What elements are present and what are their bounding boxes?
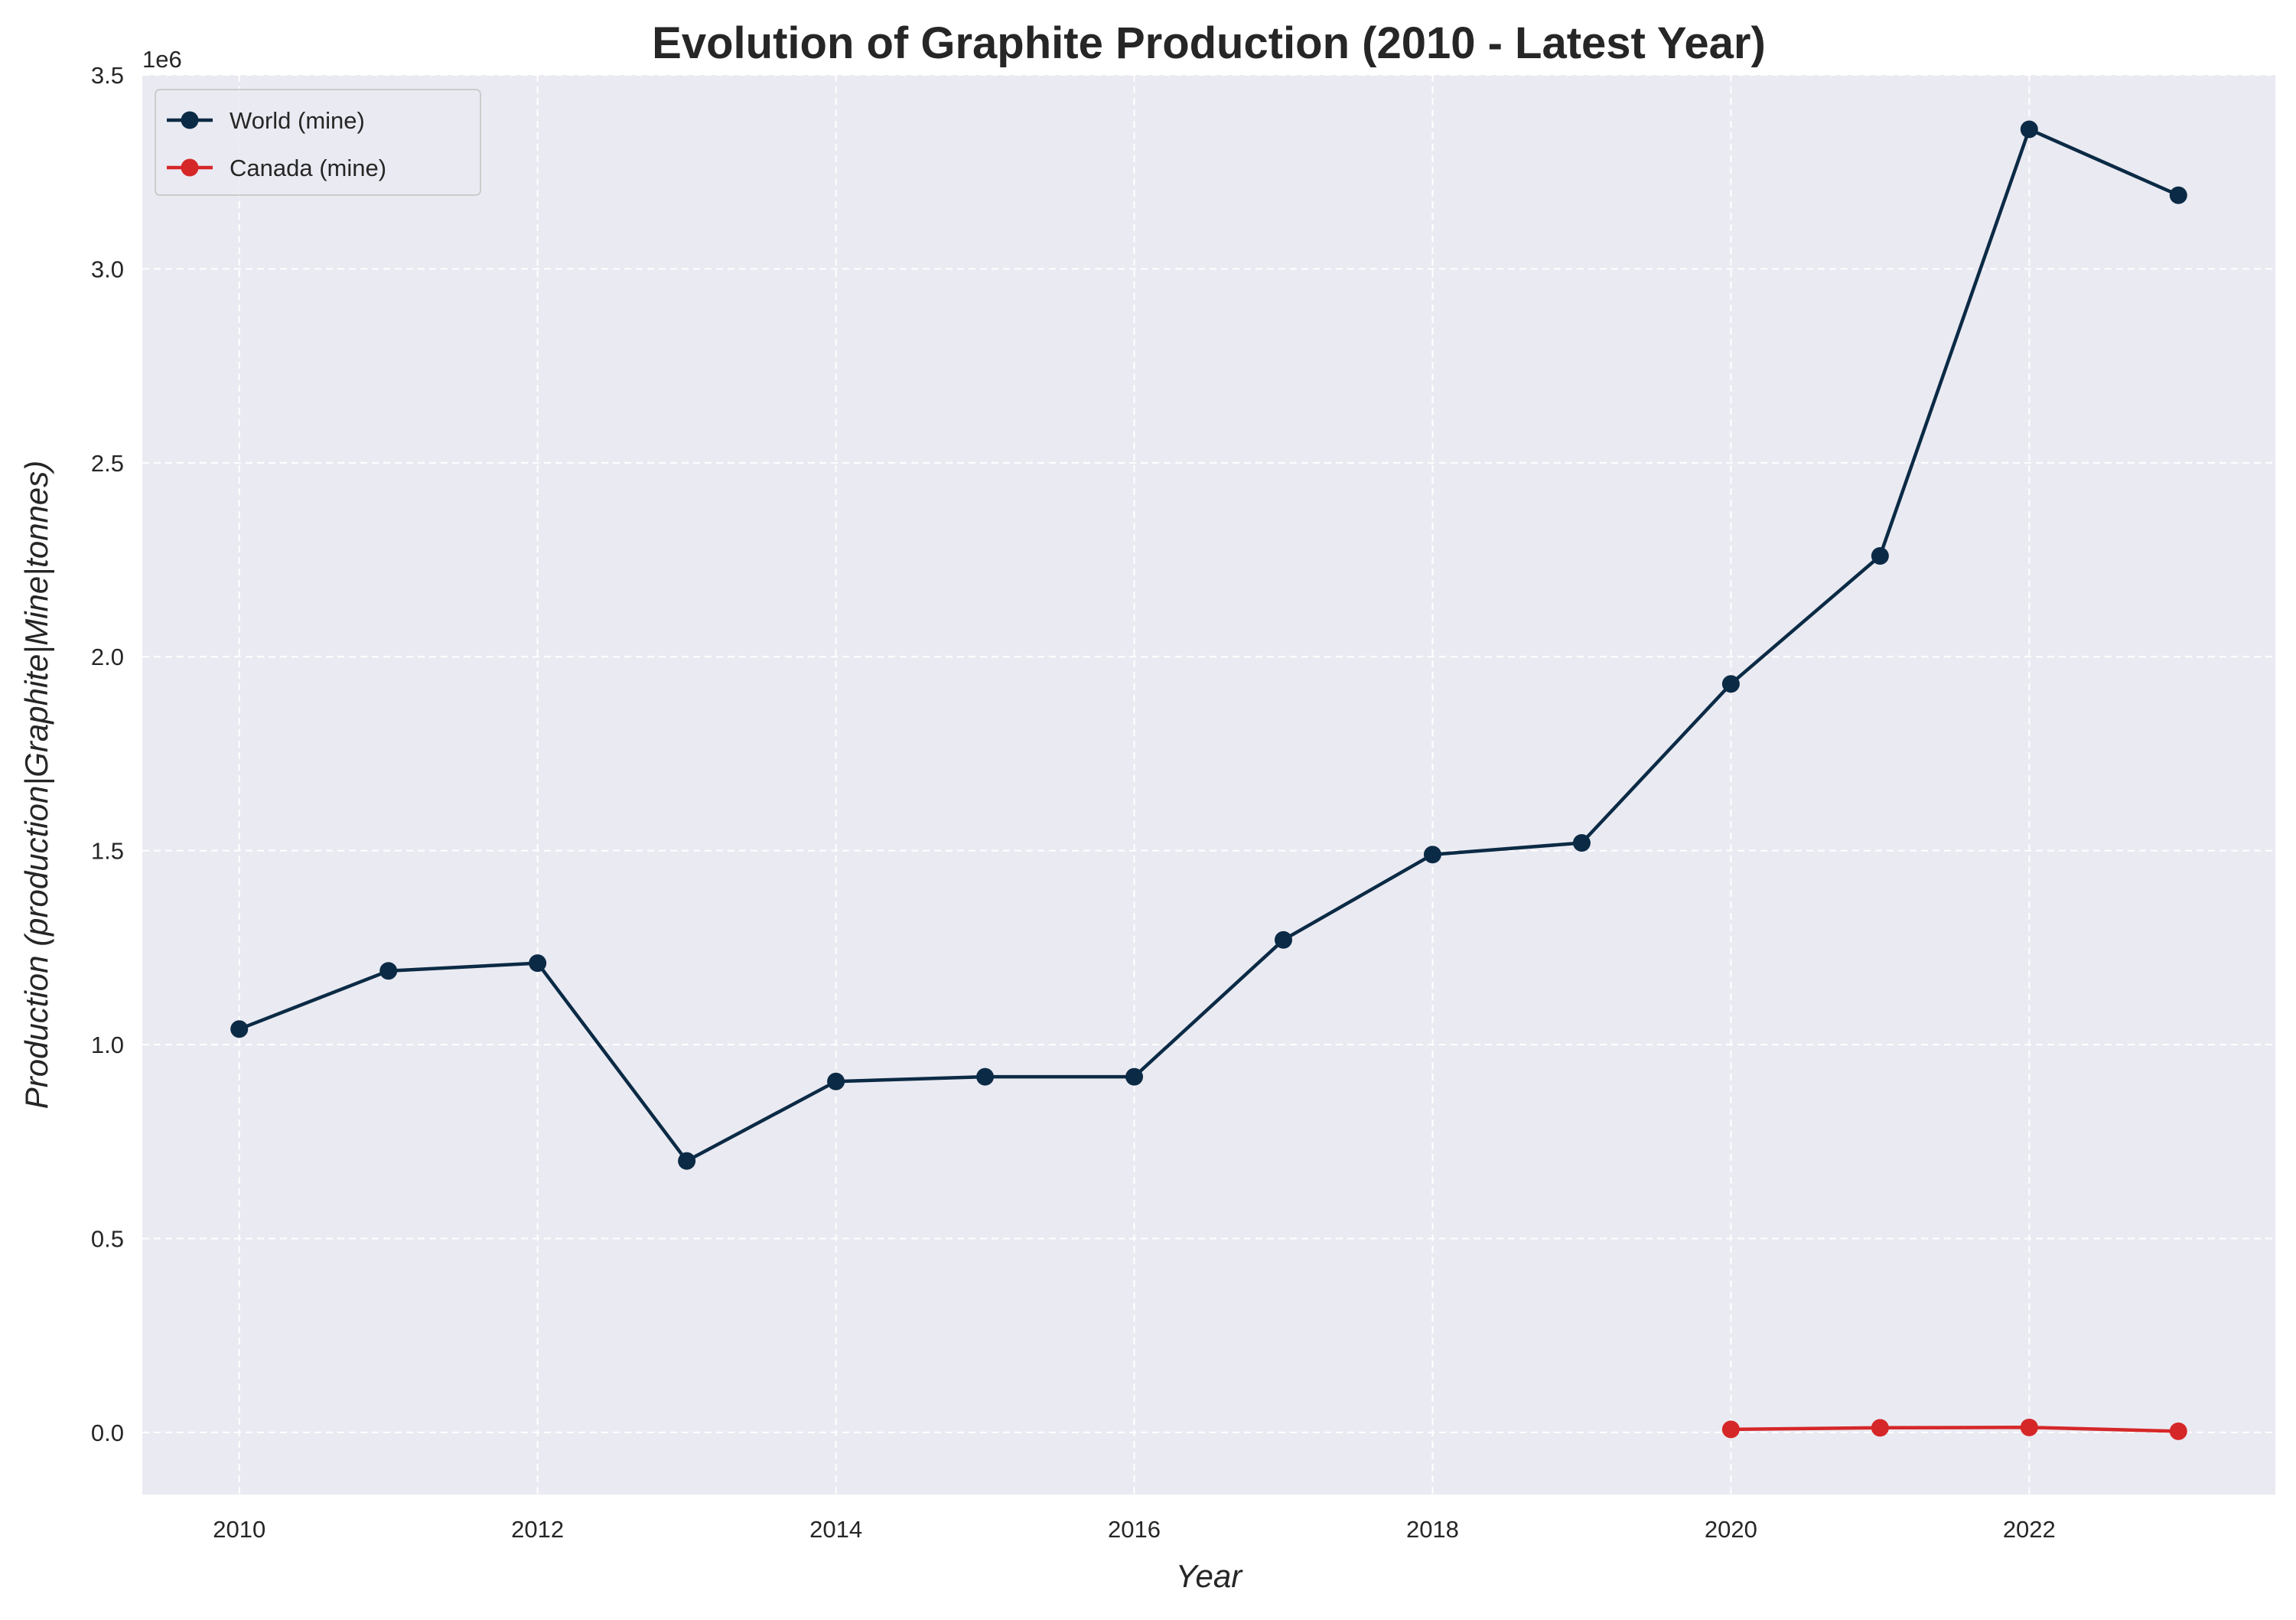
data-point [1721, 675, 1740, 693]
data-point [1721, 1420, 1740, 1439]
data-point [1572, 834, 1591, 852]
x-tick-label: 2020 [1705, 1516, 1757, 1543]
y-tick-label: 0.5 [91, 1225, 124, 1252]
x-tick-label: 2012 [511, 1516, 564, 1543]
data-point [2169, 186, 2187, 204]
data-point [1274, 931, 1292, 949]
data-point [379, 962, 398, 980]
chart-title: Evolution of Graphite Production (2010 -… [652, 18, 1766, 68]
series-1 [1721, 1418, 2187, 1440]
y-tick-label: 3.0 [91, 256, 124, 282]
x-tick-label: 2016 [1108, 1516, 1161, 1543]
legend-item: World (mine) [167, 107, 365, 134]
series-line [238, 127, 2180, 1163]
data-point [230, 1020, 249, 1038]
y-tick-label: 1.0 [91, 1032, 124, 1058]
legend-item: Canada (mine) [167, 155, 386, 181]
plot-area [142, 75, 2275, 1495]
data-point [2169, 1422, 2187, 1440]
legend-marker [181, 111, 199, 129]
series-0 [230, 120, 2187, 1170]
x-tick-label: 2022 [2003, 1516, 2056, 1543]
data-point [2020, 120, 2038, 139]
data-point [976, 1068, 995, 1086]
data-point [2020, 1418, 2038, 1436]
y-tick-label: 3.5 [91, 62, 124, 89]
data-point [827, 1072, 845, 1090]
series-layer [230, 120, 2187, 1440]
y-tick-label: 0.0 [91, 1420, 124, 1446]
data-point [678, 1152, 696, 1170]
data-point [529, 954, 547, 973]
grid-lines [142, 74, 2275, 1495]
x-tick-label: 2014 [809, 1516, 862, 1543]
y-tick-label: 2.5 [91, 450, 124, 477]
y-tick-label: 2.0 [91, 644, 124, 670]
data-point [1125, 1068, 1144, 1086]
data-point [1871, 1419, 1889, 1437]
x-tick-label: 2018 [1406, 1516, 1459, 1543]
series-line [1731, 1426, 2179, 1433]
legend-label: World (mine) [230, 107, 365, 134]
legend-box [155, 89, 481, 196]
data-point [1423, 846, 1441, 864]
y-axis-offset-label: 1e6 [142, 46, 182, 73]
y-tick-label: 1.5 [91, 838, 124, 865]
x-axis-ticks: 2010 2012 2014 2016 2018 2020 2022 [213, 1516, 2056, 1543]
legend-label: Canada (mine) [230, 155, 386, 181]
x-axis-label: Year [1176, 1558, 1243, 1594]
x-tick-label: 2010 [213, 1516, 265, 1543]
y-axis-label: Production (production|Graphite|Mine|ton… [18, 461, 55, 1110]
legend: World (mine) Canada (mine) [155, 89, 481, 196]
legend-marker [181, 158, 199, 177]
y-axis-ticks: 0.0 0.5 1.0 1.5 2.0 2.5 3.0 3.5 [91, 62, 124, 1446]
data-point [1871, 546, 1889, 565]
